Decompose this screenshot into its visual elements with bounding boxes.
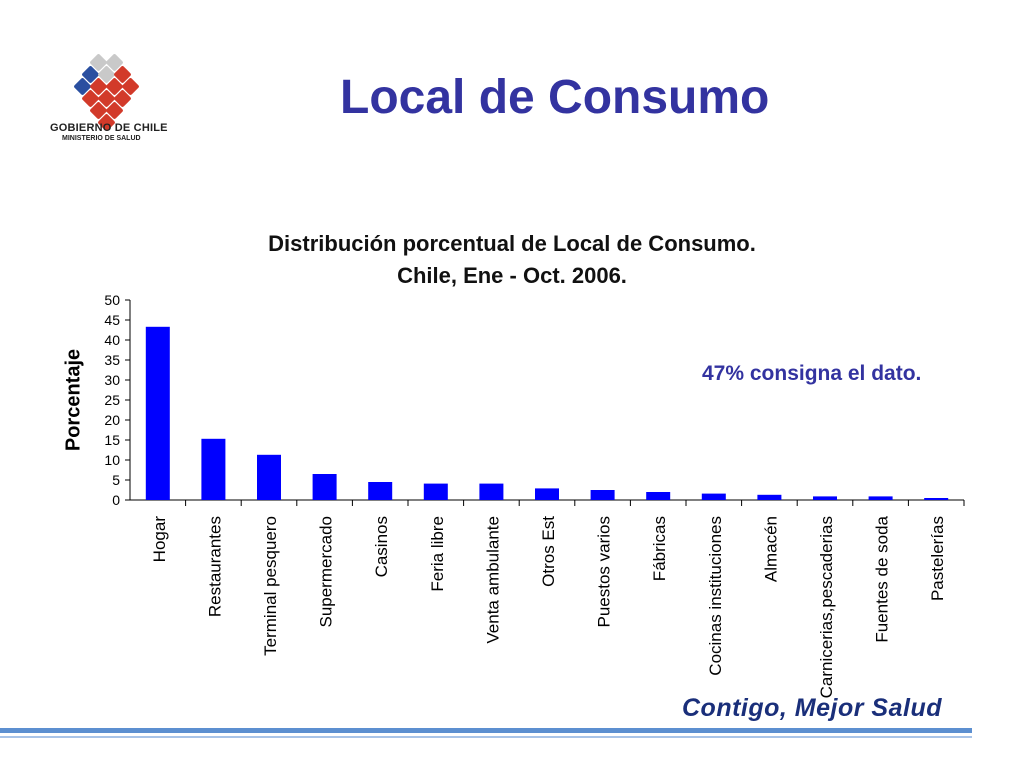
bar-hogar <box>145 326 170 500</box>
bar-puestos-varios <box>590 490 615 500</box>
bar-fuentes-de-soda <box>868 496 893 500</box>
chart-title: Distribución porcentual de Local de Cons… <box>0 228 1024 292</box>
y-tick-label: 10 <box>104 452 120 468</box>
bar-venta-ambulante <box>479 483 504 500</box>
bar-casinos <box>368 482 393 500</box>
x-tick-label: Almacén <box>761 516 780 582</box>
x-tick-label: Terminal pesquero <box>261 516 280 656</box>
y-tick-label: 40 <box>104 332 120 348</box>
logo-cube <box>98 114 115 131</box>
y-tick-label: 20 <box>104 412 120 428</box>
chart-title-line2: Chile, Ene - Oct. 2006. <box>397 263 627 288</box>
y-tick-label: 30 <box>104 372 120 388</box>
x-tick-label: Feria libre <box>428 516 447 592</box>
logo-cube <box>74 78 91 95</box>
logo-cube <box>106 78 123 95</box>
logo-cube <box>122 78 139 95</box>
gobierno-de-chile-logo <box>74 54 139 131</box>
y-tick-label: 35 <box>104 352 120 368</box>
x-tick-label: Carnicerias,pescaderias <box>817 516 836 698</box>
x-tick-label: Cocinas instituciones <box>706 516 725 676</box>
bar-pasteler-as <box>924 498 949 500</box>
x-tick-label: Pastelerías <box>928 516 947 601</box>
logo-cube <box>114 90 131 107</box>
logo-text-gobierno: GOBIERNO DE CHILE <box>50 122 168 134</box>
bar-f-bricas <box>646 492 671 500</box>
logo-cube <box>98 66 115 83</box>
footer-rule <box>0 728 972 733</box>
logo-cube <box>82 90 99 107</box>
logo-cube <box>82 66 99 83</box>
bar-carnicerias-pescaderias <box>813 496 837 500</box>
x-tick-label: Restaurantes <box>205 516 224 617</box>
x-tick-label: Casinos <box>372 516 391 577</box>
x-tick-label: Venta ambulante <box>483 516 502 644</box>
x-tick-label: Otros Est <box>539 516 558 587</box>
x-tick-label: Fábricas <box>650 516 669 581</box>
bar-almac-n <box>757 494 782 500</box>
x-tick-label: Hogar <box>150 516 169 563</box>
logo-cube <box>90 54 107 71</box>
y-tick-label: 15 <box>104 432 120 448</box>
y-tick-label: 25 <box>104 392 120 408</box>
logo-cube <box>106 102 123 119</box>
y-tick-label: 45 <box>104 312 120 328</box>
chart-title-line1: Distribución porcentual de Local de Cons… <box>268 231 756 256</box>
bar-terminal-pesquero <box>257 454 281 500</box>
logo-cube <box>90 78 107 95</box>
logo-cube <box>114 66 131 83</box>
slide-title: Local de Consumo <box>340 71 770 124</box>
bar-feria-libre <box>423 483 448 500</box>
bar-supermercado <box>312 474 337 500</box>
x-tick-label: Supermercado <box>317 516 336 628</box>
footer-brand: Contigo, Mejor Salud <box>682 694 942 722</box>
x-tick-label: Fuentes de soda <box>873 515 892 642</box>
logo-text-ministerio: MINISTERIO DE SALUD <box>62 135 141 142</box>
x-tick-label: Puestos varios <box>595 516 614 628</box>
y-tick-label: 0 <box>112 492 120 508</box>
bar-restaurantes <box>201 438 226 500</box>
logo-cube <box>106 54 123 71</box>
logo-cube <box>98 90 115 107</box>
chart-annotation: 47% consigna el dato. <box>702 362 922 385</box>
bar-cocinas-instituciones <box>701 493 726 500</box>
bar-otros-est <box>535 488 559 500</box>
logo-cube <box>90 102 107 119</box>
y-tick-label: 5 <box>112 472 120 488</box>
y-tick-label: 50 <box>104 292 120 308</box>
footer-rule-thin <box>0 736 972 738</box>
